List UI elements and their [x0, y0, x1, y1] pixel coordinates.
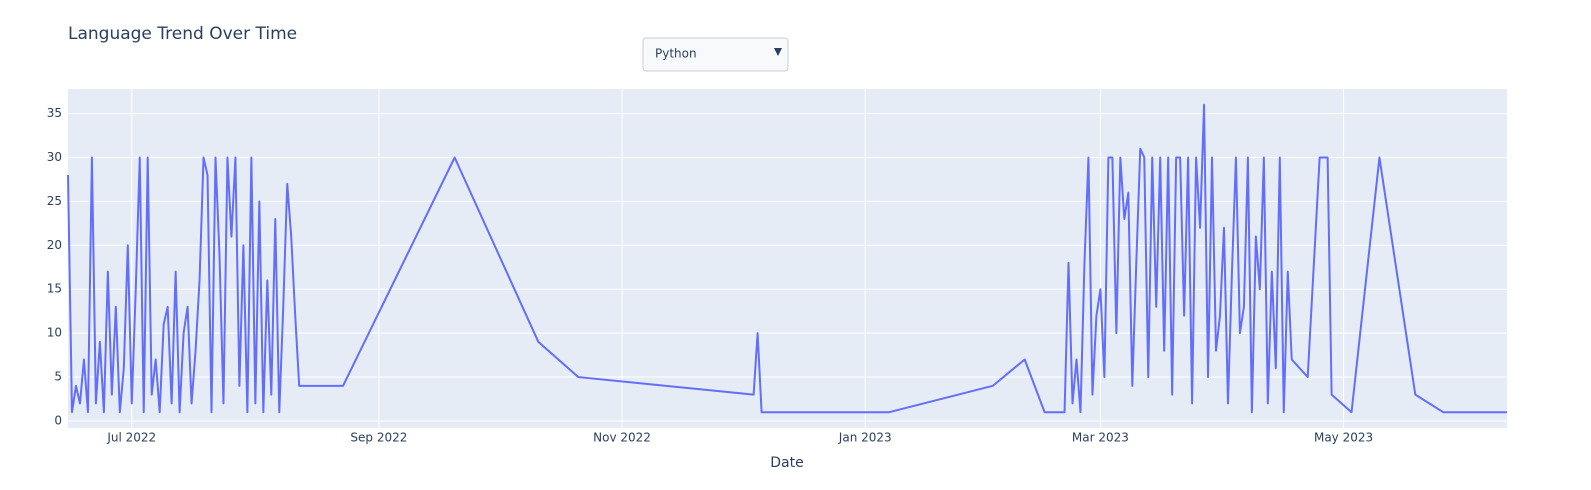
x-tick-label: May 2023: [1314, 431, 1373, 445]
y-tick-label: 5: [54, 370, 62, 384]
y-tick-label: 35: [47, 106, 62, 120]
x-tick-label: Nov 2022: [593, 431, 651, 445]
x-axis-label: Date: [770, 455, 803, 471]
x-tick-label: Mar 2023: [1072, 431, 1129, 445]
x-tick-label: Jul 2022: [106, 431, 156, 445]
y-tick-label: 30: [47, 150, 62, 164]
chart-title: Language Trend Over Time: [68, 24, 297, 44]
y-tick-label: 0: [54, 413, 62, 427]
dropdown[interactable]: Python: [642, 37, 789, 72]
x-tick-label: Jan 2023: [838, 431, 892, 445]
y-tick-label: 25: [47, 194, 62, 208]
y-tick-label: 15: [47, 282, 62, 296]
x-tick-label: Sep 2022: [350, 431, 407, 445]
dropdown-arrow[interactable]: [774, 48, 782, 56]
dropdown-box[interactable]: [642, 37, 789, 72]
y-tick-label: 10: [47, 326, 62, 340]
y-tick-label: 20: [47, 238, 62, 252]
line-series: [67, 103, 1507, 414]
dropdown-label[interactable]: Python: [655, 47, 697, 61]
